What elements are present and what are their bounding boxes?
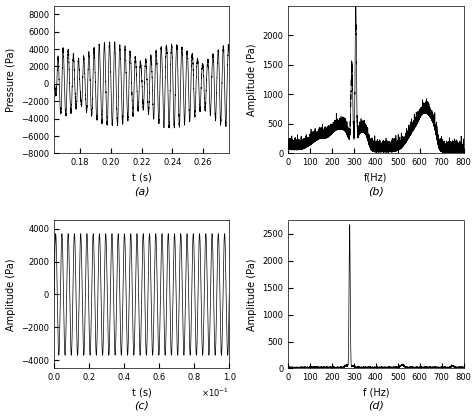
Y-axis label: Amplitude (Pa): Amplitude (Pa) [6, 258, 16, 331]
X-axis label: f (Hz): f (Hz) [362, 388, 388, 398]
Text: (c): (c) [134, 401, 149, 411]
Y-axis label: Amplitude (Pa): Amplitude (Pa) [247, 43, 257, 116]
X-axis label: t (s): t (s) [131, 173, 151, 183]
X-axis label: f(Hz): f(Hz) [364, 173, 387, 183]
Y-axis label: Pressure (Pa): Pressure (Pa) [6, 47, 16, 111]
Text: (d): (d) [367, 401, 383, 411]
X-axis label: t (s): t (s) [131, 388, 151, 398]
Text: (a): (a) [134, 186, 149, 196]
Text: (b): (b) [367, 186, 383, 196]
Y-axis label: Amplitude (Pa): Amplitude (Pa) [247, 258, 257, 331]
Text: $\times10^{-1}$: $\times10^{-1}$ [201, 386, 229, 399]
